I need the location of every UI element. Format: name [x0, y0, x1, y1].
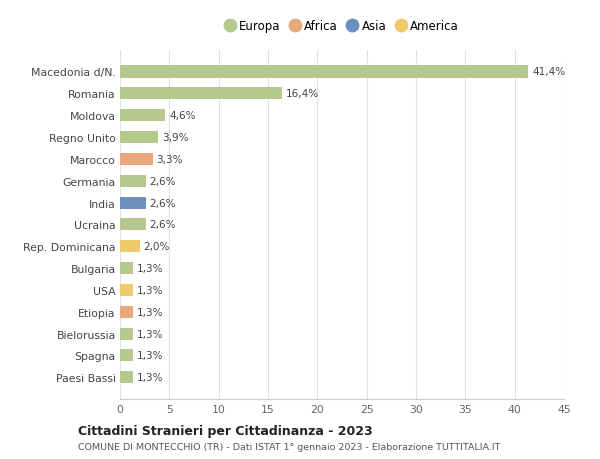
- Text: 1,3%: 1,3%: [137, 263, 163, 274]
- Bar: [120, 132, 158, 144]
- Bar: [120, 328, 133, 340]
- Text: 4,6%: 4,6%: [169, 111, 196, 121]
- Text: 41,4%: 41,4%: [532, 67, 566, 77]
- Text: 3,3%: 3,3%: [157, 155, 183, 164]
- Bar: [120, 306, 133, 318]
- Text: 1,3%: 1,3%: [137, 373, 163, 382]
- Text: Cittadini Stranieri per Cittadinanza - 2023: Cittadini Stranieri per Cittadinanza - 2…: [78, 424, 373, 437]
- Text: 2,6%: 2,6%: [149, 176, 176, 186]
- Bar: [120, 219, 146, 231]
- Text: 2,6%: 2,6%: [149, 220, 176, 230]
- Bar: [120, 241, 140, 253]
- Text: 2,0%: 2,0%: [143, 242, 170, 252]
- Bar: [120, 88, 282, 100]
- Bar: [120, 110, 166, 122]
- Text: 1,3%: 1,3%: [137, 285, 163, 295]
- Text: 1,3%: 1,3%: [137, 307, 163, 317]
- Bar: [120, 67, 529, 78]
- Text: 1,3%: 1,3%: [137, 351, 163, 361]
- Bar: [120, 153, 152, 166]
- Bar: [120, 197, 146, 209]
- Legend: Europa, Africa, Asia, America: Europa, Africa, Asia, America: [223, 18, 461, 36]
- Text: 1,3%: 1,3%: [137, 329, 163, 339]
- Text: 16,4%: 16,4%: [286, 89, 319, 99]
- Bar: [120, 263, 133, 274]
- Bar: [120, 371, 133, 383]
- Text: 2,6%: 2,6%: [149, 198, 176, 208]
- Text: COMUNE DI MONTECCHIO (TR) - Dati ISTAT 1° gennaio 2023 - Elaborazione TUTTITALIA: COMUNE DI MONTECCHIO (TR) - Dati ISTAT 1…: [78, 442, 500, 451]
- Bar: [120, 175, 146, 187]
- Bar: [120, 284, 133, 297]
- Bar: [120, 350, 133, 362]
- Text: 3,9%: 3,9%: [163, 133, 189, 143]
